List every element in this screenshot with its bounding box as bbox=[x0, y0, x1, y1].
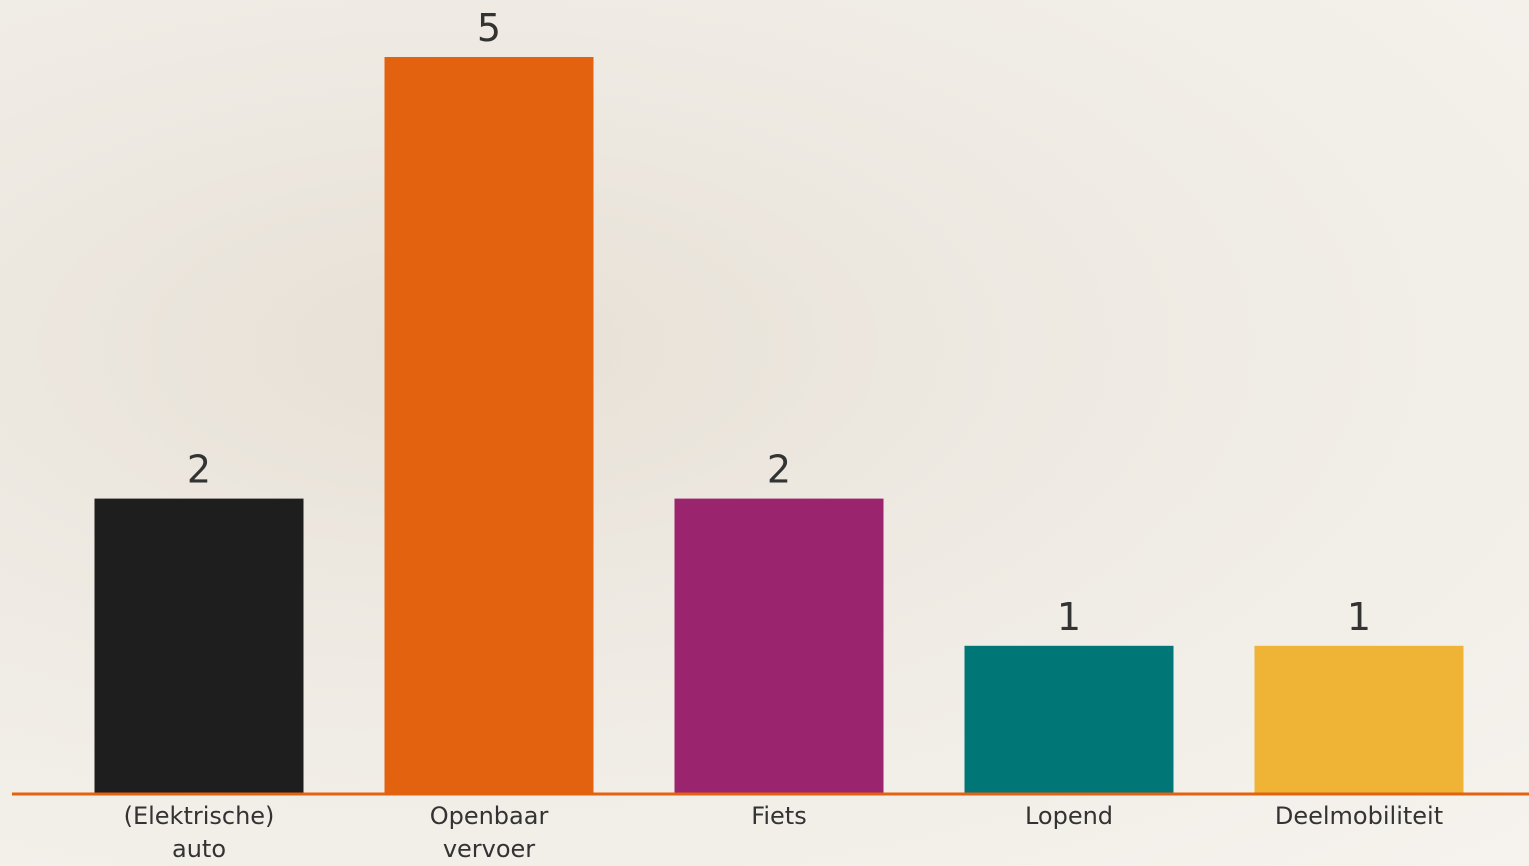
x-tick-label: Openbaar vervoer bbox=[399, 800, 579, 866]
bar bbox=[675, 499, 884, 793]
value-label: 2 bbox=[767, 448, 791, 492]
value-label: 1 bbox=[1057, 595, 1081, 639]
bar bbox=[95, 499, 304, 793]
chart: 2 5 2 1 1 bbox=[0, 0, 1529, 866]
bar bbox=[1255, 646, 1464, 793]
x-tick-label: Lopend bbox=[979, 800, 1159, 833]
value-label: 5 bbox=[477, 6, 501, 50]
bar bbox=[965, 646, 1174, 793]
x-tick-label: Fiets bbox=[689, 800, 869, 833]
chart-page: 2 5 2 1 1 (Elektrische) auto Openbaar vervoer… bbox=[0, 0, 1529, 866]
bar bbox=[385, 57, 594, 793]
x-tick-label: Deelmobiliteit bbox=[1269, 800, 1449, 833]
value-label: 2 bbox=[187, 448, 211, 492]
x-tick-label: (Elektrische) auto bbox=[109, 800, 289, 866]
value-label: 1 bbox=[1347, 595, 1371, 639]
